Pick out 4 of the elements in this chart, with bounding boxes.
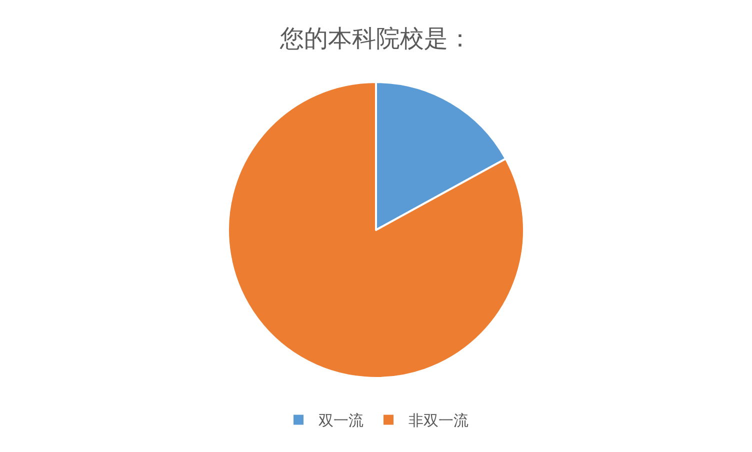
legend-label: 双一流 bbox=[318, 412, 364, 430]
legend-label: 非双一流 bbox=[408, 412, 468, 430]
pie-slice bbox=[227, 81, 525, 379]
chart-title: 您的本科院校是： bbox=[279, 24, 472, 52]
